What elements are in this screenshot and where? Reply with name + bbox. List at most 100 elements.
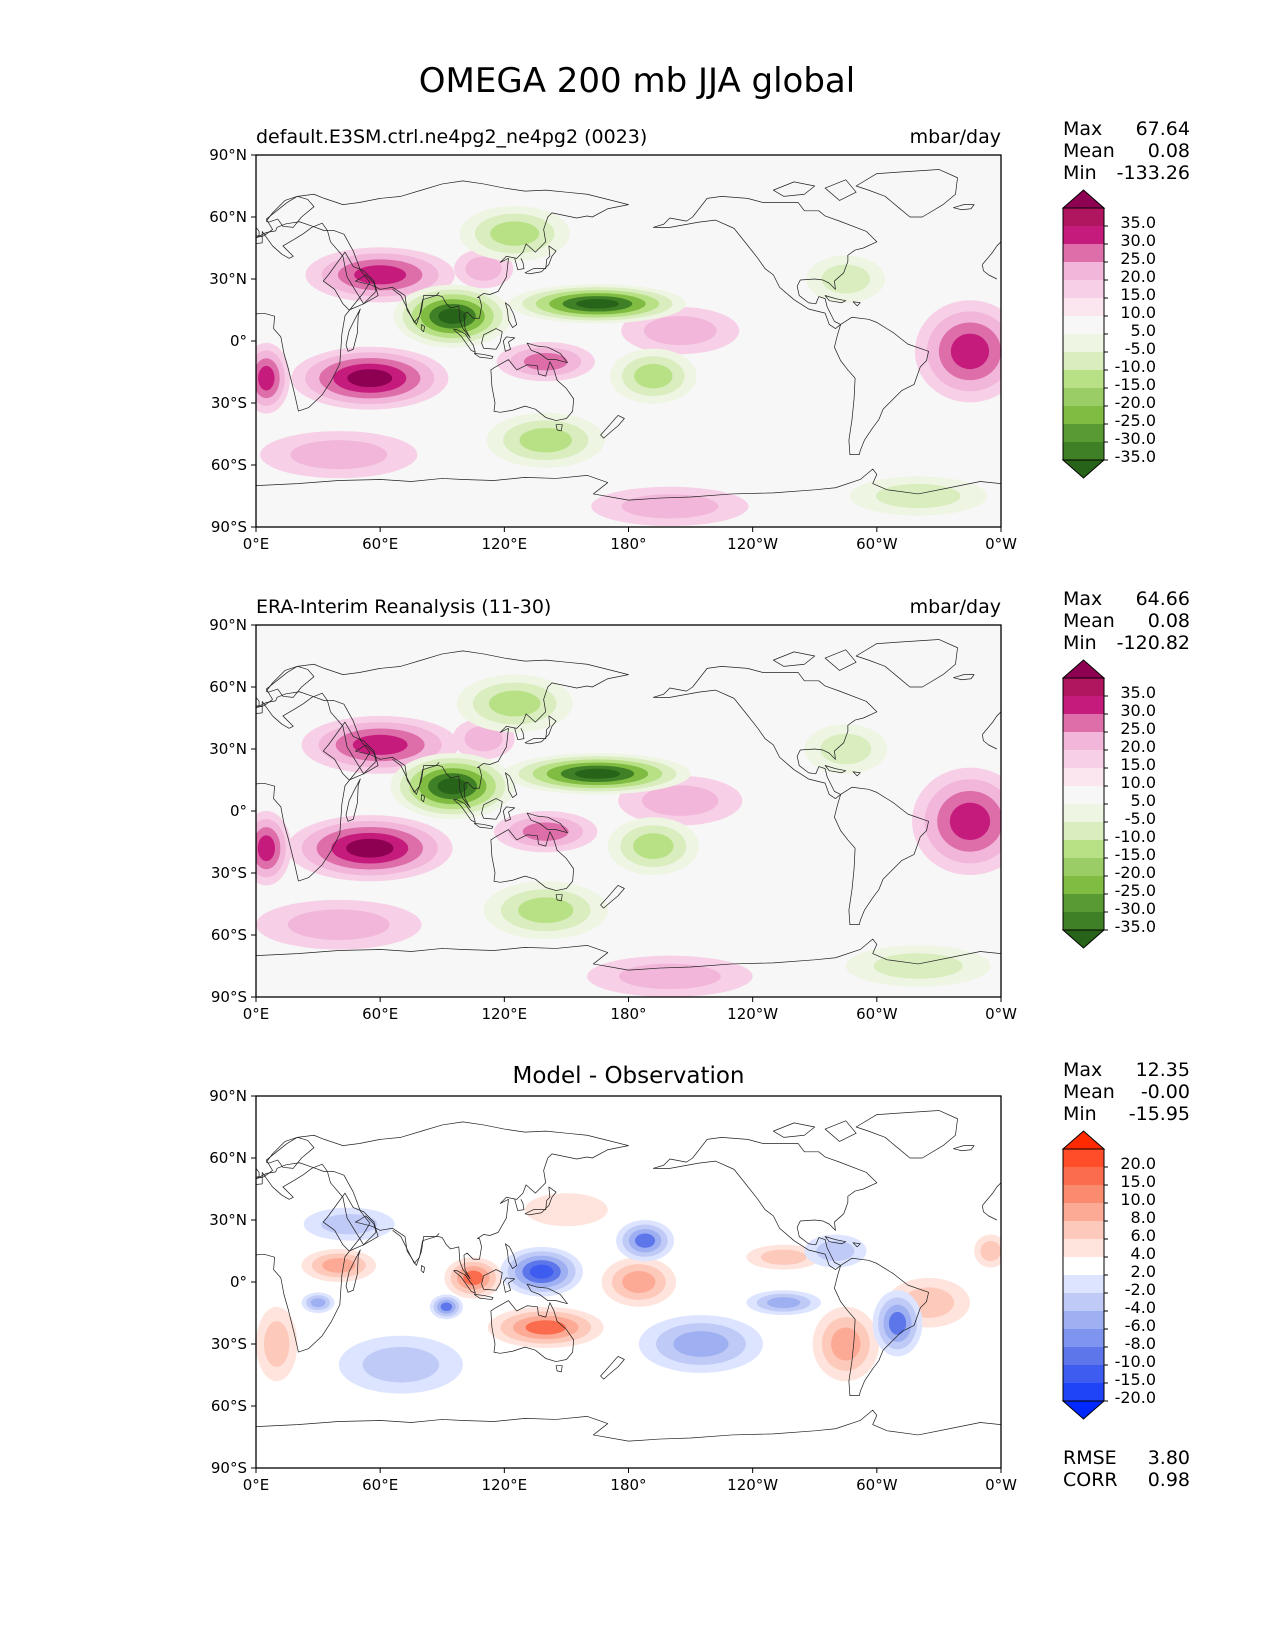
colorbar-label: -30.0 — [1115, 429, 1156, 448]
lat-tick-label: 60°N — [209, 208, 247, 226]
lat-tick-label: 90°N — [209, 616, 247, 634]
panel-center-title: Model - Observation — [512, 1063, 744, 1089]
lat-tick-label: 30°S — [211, 864, 247, 882]
lon-tick-label: 120°E — [482, 1005, 528, 1023]
lon-tick-label: 60°E — [362, 1005, 398, 1023]
map-field — [256, 155, 1001, 527]
colorbar-label: 30.0 — [1120, 231, 1156, 250]
stat-label: Min — [1063, 632, 1097, 654]
colorbar-label: -5.0 — [1125, 339, 1156, 358]
stat-value: 0.08 — [1148, 140, 1190, 162]
panel-left-title: default.E3SM.ctrl.ne4pg2_ne4pg2 (0023) — [256, 126, 647, 148]
lat-tick-label: 30°N — [209, 740, 247, 758]
colorbar-label: 15.0 — [1120, 1172, 1156, 1191]
stat-label: Max — [1063, 588, 1102, 610]
stat-value: 0.08 — [1148, 610, 1190, 632]
map-panel-1: default.E3SM.ctrl.ne4pg2_ne4pg2 (0023) mb… — [209, 118, 1190, 553]
stat-label: Mean — [1063, 610, 1115, 632]
lat-tick-label: 60°S — [211, 1397, 247, 1415]
lat-tick-label: 90°N — [209, 146, 247, 164]
lon-tick-label: 60°E — [362, 535, 398, 553]
lat-tick-label: 60°N — [209, 1149, 247, 1167]
stat-label: Min — [1063, 162, 1097, 184]
lat-tick-label: 60°N — [209, 678, 247, 696]
colorbar-label: -35.0 — [1115, 447, 1156, 466]
colorbar-label: -5.0 — [1125, 809, 1156, 828]
colorbar-label: 15.0 — [1120, 285, 1156, 304]
lat-tick-label: 90°S — [211, 518, 247, 536]
colorbar-label: -20.0 — [1115, 863, 1156, 882]
metric-label: CORR — [1063, 1469, 1118, 1491]
lon-tick-label: 0°E — [243, 1476, 270, 1494]
colorbar-label: -10.0 — [1115, 1352, 1156, 1371]
map-field — [256, 625, 1001, 997]
stat-label: Mean — [1063, 140, 1115, 162]
lon-tick-label: 120°W — [727, 535, 778, 553]
colorbar-label: -15.0 — [1115, 375, 1156, 394]
lat-tick-label: 30°S — [211, 394, 247, 412]
stat-label: Max — [1063, 1059, 1102, 1081]
colorbar-label: 25.0 — [1120, 719, 1156, 738]
lon-tick-label: 120°W — [727, 1476, 778, 1494]
panel-units: mbar/day — [910, 596, 1001, 618]
colorbar-label: 10.0 — [1120, 1190, 1156, 1209]
stat-value: 67.64 — [1136, 118, 1190, 140]
lon-tick-label: 0°E — [243, 1005, 270, 1023]
colorbar-label: -30.0 — [1115, 899, 1156, 918]
colorbar-label: -35.0 — [1115, 917, 1156, 936]
colorbar-label: -25.0 — [1115, 411, 1156, 430]
metric-value: 3.80 — [1148, 1447, 1190, 1469]
colorbar-label: 20.0 — [1120, 267, 1156, 286]
colorbar-label: 5.0 — [1131, 791, 1156, 810]
main-title: OMEGA 200 mb JJA global — [419, 61, 855, 101]
lon-tick-label: 60°E — [362, 1476, 398, 1494]
stat-value: -133.26 — [1117, 162, 1190, 184]
metric-value: 0.98 — [1148, 1469, 1190, 1491]
stat-label: Mean — [1063, 1081, 1115, 1103]
colorbar-label: 8.0 — [1131, 1208, 1156, 1227]
stat-value: 12.35 — [1136, 1059, 1190, 1081]
colorbar: 20.015.010.08.06.04.02.0-2.0-4.0-6.0-8.0… — [1061, 1130, 1156, 1420]
colorbar: 35.030.025.020.015.010.05.0-5.0-10.0-15.… — [1061, 659, 1156, 949]
colorbar-label: 20.0 — [1120, 1154, 1156, 1173]
colorbar-label: 20.0 — [1120, 737, 1156, 756]
colorbar-label: -6.0 — [1125, 1316, 1156, 1335]
lat-tick-label: 60°S — [211, 926, 247, 944]
colorbar-label: 4.0 — [1131, 1244, 1156, 1263]
lat-tick-label: 30°N — [209, 1211, 247, 1229]
lat-tick-label: 0° — [230, 332, 247, 350]
colorbar-label: -15.0 — [1115, 1370, 1156, 1389]
lon-tick-label: 0°W — [985, 1476, 1017, 1494]
lon-tick-label: 120°E — [482, 535, 528, 553]
stat-value: -120.82 — [1117, 632, 1190, 654]
colorbar-label: 5.0 — [1131, 321, 1156, 340]
colorbar-label: -2.0 — [1125, 1280, 1156, 1299]
lon-tick-label: 180° — [610, 1005, 646, 1023]
stat-value: -15.95 — [1129, 1103, 1190, 1125]
colorbar-label: -20.0 — [1115, 1388, 1156, 1407]
lon-tick-label: 120°W — [727, 1005, 778, 1023]
panel-left-title: ERA-Interim Reanalysis (11-30) — [256, 596, 551, 618]
lat-tick-label: 30°S — [211, 1335, 247, 1353]
colorbar-label: 35.0 — [1120, 213, 1156, 232]
colorbar-label: -25.0 — [1115, 881, 1156, 900]
stat-label: Min — [1063, 1103, 1097, 1125]
map-panel-3: Model - Observation 90°N 60°N 30°N 0° 30°S 60°… — [209, 1059, 1190, 1494]
lat-tick-label: 30°N — [209, 270, 247, 288]
map-panel-2: ERA-Interim Reanalysis (11-30) mbar/day 90… — [209, 588, 1190, 1023]
lon-tick-label: 180° — [610, 535, 646, 553]
metric-label: RMSE — [1063, 1447, 1117, 1469]
map-field — [256, 1096, 1001, 1468]
lat-tick-label: 0° — [230, 802, 247, 820]
stat-value: 64.66 — [1136, 588, 1190, 610]
lon-tick-label: 0°W — [985, 535, 1017, 553]
panel-units: mbar/day — [910, 126, 1001, 148]
lat-tick-label: 90°S — [211, 1459, 247, 1477]
colorbar-label: 10.0 — [1120, 773, 1156, 792]
colorbar-label: 10.0 — [1120, 303, 1156, 322]
colorbar-label: 35.0 — [1120, 683, 1156, 702]
lon-tick-label: 60°W — [856, 535, 898, 553]
colorbar-label: -4.0 — [1125, 1298, 1156, 1317]
colorbar-label: -10.0 — [1115, 357, 1156, 376]
colorbar-label: 25.0 — [1120, 249, 1156, 268]
